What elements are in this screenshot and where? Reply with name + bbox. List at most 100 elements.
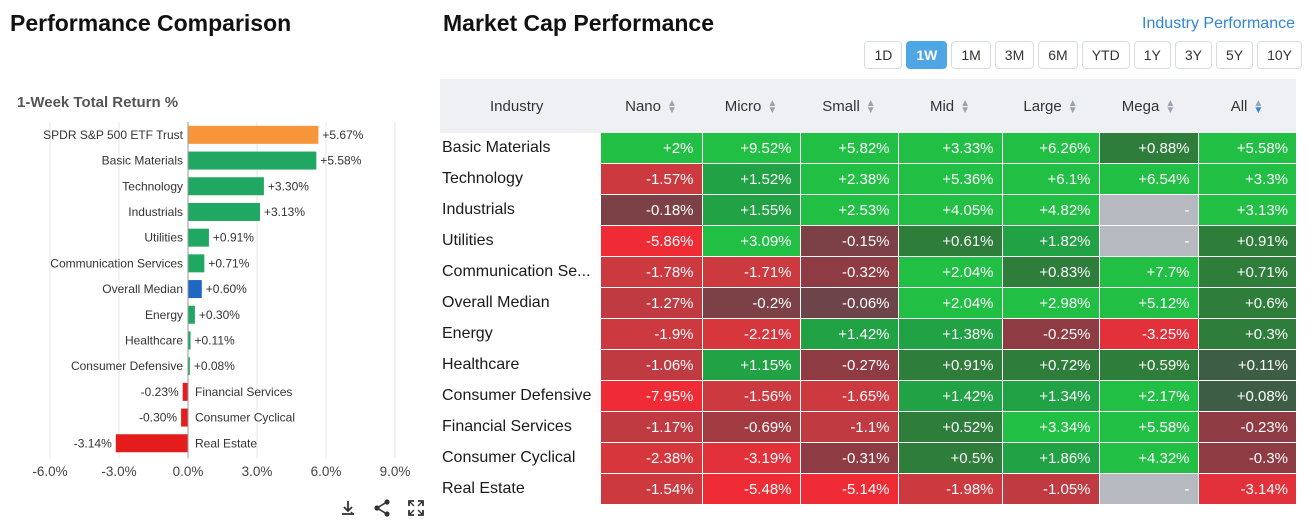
industry-name[interactable]: Utilities [440,225,600,257]
table-row[interactable]: Energy -1.9% -2.21% +1.42% +1.38% -0.25% -3.25… [440,318,1296,350]
sort-desc-icon[interactable]: ▲ ▼ [1253,97,1264,116]
table-row[interactable]: Overall Median -1.27% -0.2% -0.06% +2.04% +2.… [440,287,1296,319]
industry-name[interactable]: Energy [440,318,600,350]
table-row[interactable]: Consumer Cyclical -2.38% -3.19% -0.31% +0.5%… [440,442,1296,474]
share-icon[interactable] [372,498,392,518]
column-header-label: Industry [490,97,544,115]
period-button-3m[interactable]: 3M [994,41,1035,69]
industry-performance-link[interactable]: Industry Performance [1142,15,1295,32]
period-button-ytd[interactable]: YTD [1081,41,1130,69]
table-row[interactable]: Technology -1.57% +1.52% +2.38% +5.36% +6.1% +… [440,163,1296,195]
x-tick-label: -6.0% [32,464,67,479]
heatmap-cell: +6.1% [1001,163,1099,195]
table-row[interactable]: Industrials -0.18% +1.55% +2.53% +4.05% +4.82… [440,194,1296,226]
panel-title: Market Cap Performance [443,10,714,36]
industry-name[interactable]: Industrials [440,194,600,226]
heatmap-cell: -1.71% [701,256,800,288]
industry-name[interactable]: Basic Materials [440,133,600,164]
value-label: +3.13% [264,205,305,219]
industry-name[interactable]: Financial Services [440,411,600,443]
download-icon[interactable] [338,498,358,518]
industry-name[interactable]: Overall Median [440,287,600,319]
column-header-small[interactable]: Small ▲ ▼ [800,79,898,133]
column-header-industry[interactable]: Industry [440,79,600,133]
heatmap-cell: -1.54% [599,473,702,505]
period-button-1w[interactable]: 1W [906,41,948,69]
period-button-1m[interactable]: 1M [951,41,991,69]
industry-name[interactable]: Communication Se... [440,256,600,288]
period-button-1y[interactable]: 1Y [1133,41,1171,69]
sort-icon[interactable]: ▲ ▼ [960,97,971,116]
industry-name[interactable]: Healthcare [440,349,600,381]
value-label: +0.30% [199,308,240,322]
heatmap-cell: -0.2% [701,287,800,319]
period-button-10y[interactable]: 10Y [1257,41,1302,69]
sort-icon[interactable]: ▲ ▼ [767,97,778,116]
table-row[interactable]: Healthcare -1.06% +1.15% -0.27% +0.91% +0.72%… [440,349,1296,381]
heatmap-cell: +1.55% [701,194,800,226]
return-bar-chart: 1-Week Total Return % -6.0% -3.0% 0.0% 3.0% 6… [17,94,410,479]
bar [188,357,190,376]
heatmap-cell: +4.82% [1001,194,1099,226]
heatmap-cell: -1.05% [1001,473,1099,505]
x-tick-label: 0.0% [173,464,204,479]
industry-name[interactable]: Consumer Defensive [440,380,600,412]
value-label: -0.23% [141,385,179,399]
x-tick-label: 6.0% [311,464,342,479]
x-tick-label: 3.0% [242,464,273,479]
heatmap-cell: +3.33% [897,133,1002,164]
table-row[interactable]: Real Estate -1.54% -5.48% -5.14% -1.98% -1.05… [440,473,1296,505]
column-header-large[interactable]: Large ▲ ▼ [1002,79,1099,133]
column-header-mid[interactable]: Mid ▲ ▼ [898,79,1002,133]
heatmap-cell: +2.04% [897,287,1002,319]
period-button-3y[interactable]: 3Y [1174,41,1212,69]
industry-name[interactable]: Technology [440,163,600,195]
table-row[interactable]: Communication Se... -1.78% -1.71% -0.32% +2.… [440,256,1296,288]
heatmap-header-row: Industry Nano ▲ ▼ Micro ▲ ▼ Small ▲ ▼ Mid ▲ ▼ Large ▲ ▼… [440,79,1296,133]
heatmap-cell: -1.1% [799,411,898,443]
heatmap-cell: +1.42% [897,380,1002,412]
table-row[interactable]: Utilities -5.86% +3.09% -0.15% +0.61% +1.82% -… [440,225,1296,257]
heatmap-cell: -0.15% [799,225,898,257]
period-button-5y[interactable]: 5Y [1215,41,1254,69]
heatmap-cell: -5.14% [799,473,898,505]
heatmap-cell: -0.3% [1197,442,1296,474]
heatmap-cell: +0.72% [1001,349,1099,381]
heatmap-cell: +3.3% [1197,163,1296,195]
bar [182,382,188,401]
chart-title: 1-Week Total Return % [17,94,178,111]
sort-icon[interactable]: ▲ ▼ [1067,97,1078,116]
heatmap-cell: +1.52% [701,163,800,195]
table-row[interactable]: Basic Materials +2% +9.52% +5.82% +3.33% +6.2… [440,133,1296,164]
period-button-6m[interactable]: 6M [1038,41,1078,69]
heatmap-cell: -3.19% [701,442,800,474]
table-row[interactable]: Financial Services -1.17% -0.69% -1.1% +0.52… [440,411,1296,443]
sort-icon[interactable]: ▲ ▼ [666,97,677,116]
bar [188,280,202,299]
table-row[interactable]: Consumer Defensive -7.95% -1.56% -1.65% +1.4… [440,380,1296,412]
heatmap-cell: +2.53% [799,194,898,226]
value-label: +0.60% [206,282,247,296]
column-header-all[interactable]: All ▲ ▼ [1198,79,1296,133]
industry-name[interactable]: Real Estate [440,473,600,505]
column-header-nano[interactable]: Nano ▲ ▼ [600,79,702,133]
industry-name[interactable]: Consumer Cyclical [440,442,600,474]
heatmap-cell: +2.17% [1098,380,1198,412]
category-label: SPDR S&P 500 ETF Trust [43,128,183,142]
heatmap-cell: +0.3% [1197,318,1296,350]
heatmap-cell: +2.04% [897,256,1002,288]
category-label: Real Estate [195,436,257,450]
sort-icon[interactable]: ▲ ▼ [865,97,876,116]
heatmap-cell: -0.18% [599,194,702,226]
heatmap-cell: +3.09% [701,225,800,257]
column-header-mega[interactable]: Mega ▲ ▼ [1099,79,1198,133]
column-header-label: Nano [625,97,661,115]
heatmap-cell: +2.98% [1001,287,1099,319]
expand-icon[interactable] [406,498,426,518]
column-header-micro[interactable]: Micro ▲ ▼ [702,79,800,133]
heatmap-cell: +5.58% [1197,133,1296,164]
heatmap-cell: +0.83% [1001,256,1099,288]
sort-icon[interactable]: ▲ ▼ [1165,97,1176,116]
period-button-1d[interactable]: 1D [864,41,903,69]
heatmap-cell: +1.34% [1001,380,1099,412]
